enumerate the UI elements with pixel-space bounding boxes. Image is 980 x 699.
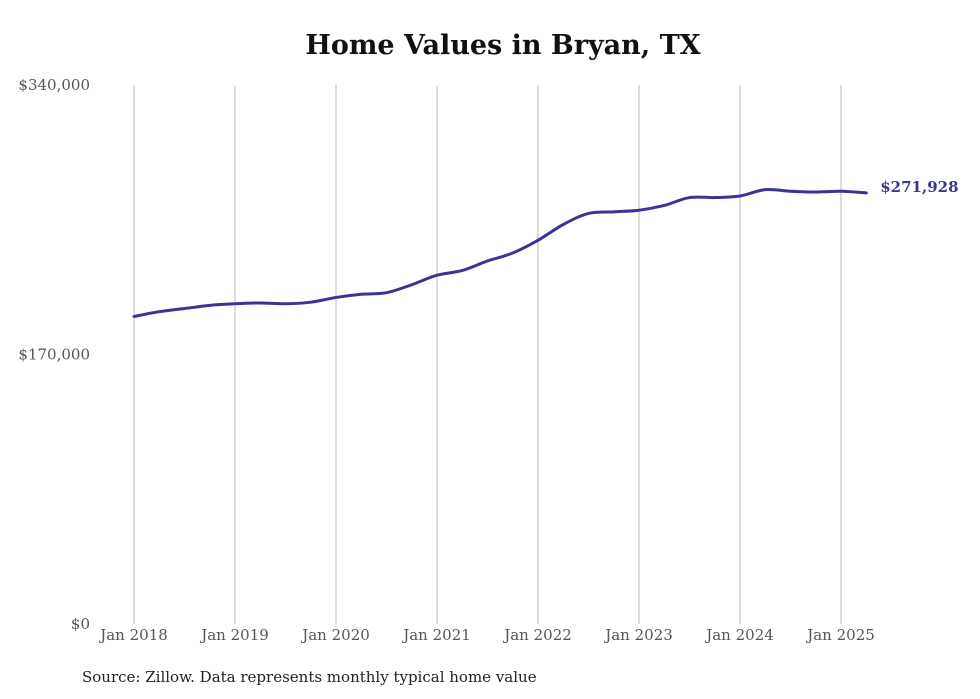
x-tick-label: Jan 2018 [98, 626, 168, 644]
x-tick-label: Jan 2021 [401, 626, 471, 644]
x-tick-label: Jan 2025 [805, 626, 875, 644]
x-axis-ticks: Jan 2018 Jan 2019 Jan 2020 Jan 2021 Jan 2022… [98, 626, 875, 644]
x-tick-label: Jan 2022 [502, 626, 572, 644]
x-tick-label: Jan 2023 [603, 626, 673, 644]
home-value-line [132, 187, 868, 318]
y-tick-label: $170,000 [18, 346, 90, 364]
grid-lines [133, 85, 842, 624]
x-tick-label: Jan 2024 [704, 626, 774, 644]
y-axis-ticks: $0 $170,000 $340,000 [18, 76, 90, 633]
source-note: Source: Zillow. Data represents monthly … [82, 668, 537, 686]
chart-title: Home Values in Bryan, TX [305, 30, 701, 61]
y-tick-label: $340,000 [18, 76, 90, 94]
x-tick-label: Jan 2020 [300, 626, 370, 644]
y-tick-label: $0 [71, 615, 90, 633]
end-value-label: $271,928 [880, 178, 958, 196]
x-tick-label: Jan 2019 [199, 626, 269, 644]
